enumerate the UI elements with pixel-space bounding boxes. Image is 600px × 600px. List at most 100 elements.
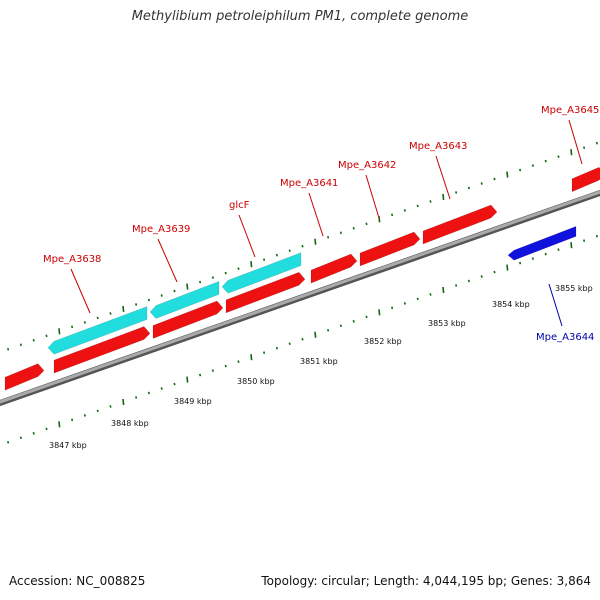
inner-tick: [442, 286, 445, 294]
outer-tick: [391, 213, 394, 217]
outer-tick: [263, 258, 266, 261]
inner-tick: [365, 315, 368, 319]
inner-tick: [211, 369, 214, 372]
inner-tick: [96, 409, 99, 413]
outer-tick: [557, 155, 560, 158]
outer-tick: [301, 244, 304, 248]
leader-line-2: [157, 238, 178, 283]
inner-tick: [301, 337, 304, 341]
inner-tick: [19, 436, 22, 440]
inner-tick: [352, 319, 355, 323]
inner-tick: [467, 279, 470, 283]
outer-tick: [109, 312, 112, 315]
outer-tick: [506, 171, 509, 178]
inner-tick: [339, 324, 342, 328]
outer-tick: [32, 338, 35, 342]
inner-tick: [32, 431, 35, 435]
inner-tick: [314, 331, 317, 338]
leader-line-1: [70, 268, 91, 314]
inner-tick: [557, 248, 560, 251]
tick-label-7: 3853 kbp: [428, 319, 466, 328]
outer-tick: [442, 193, 445, 201]
inner-tick: [493, 270, 496, 274]
inner-tick: [429, 293, 432, 296]
inner-tick: [71, 418, 74, 422]
inner-tick: [570, 242, 573, 249]
gene-glcf: [225, 271, 306, 314]
leader-line-7: [548, 283, 563, 327]
outer-tick: [250, 261, 253, 268]
inner-tick: [416, 297, 419, 301]
tick-label-9: 3855 kbp: [555, 284, 593, 293]
inner-tick: [83, 414, 86, 417]
gene-mpe-a3643: [422, 204, 498, 245]
outer-tick: [455, 191, 458, 194]
inner-tick: [160, 387, 163, 390]
outer-tick: [45, 334, 48, 338]
leader-line-5: [365, 174, 380, 219]
gene-label-7: Mpe_A3644: [536, 332, 594, 343]
inner-tick: [544, 252, 547, 256]
outer-tick: [135, 303, 138, 306]
outer-tick: [7, 347, 10, 351]
outer-tick: [199, 280, 202, 284]
outer-tick: [583, 146, 586, 149]
inner-tick: [403, 302, 406, 305]
outer-tick: [429, 200, 432, 203]
outer-tick: [339, 231, 342, 235]
gene-label-5: Mpe_A3642: [338, 160, 396, 171]
outer-tick: [365, 222, 368, 226]
backbone-line: [0, 190, 600, 404]
gene-mpe-a3644: [507, 226, 577, 261]
outer-tick: [493, 177, 496, 181]
inner-tick: [519, 261, 522, 265]
map-title: Methylibium petroleiphilum PM1, complete…: [131, 9, 469, 24]
outer-tick: [544, 159, 547, 163]
inner-tick: [109, 405, 112, 408]
inner-tick: [58, 421, 61, 428]
leader-line-8: [568, 119, 583, 165]
rna-feature-1: [47, 306, 148, 355]
outer-tick: [96, 316, 99, 320]
outer-tick: [531, 164, 534, 167]
inner-tick: [147, 391, 150, 395]
inner-tick: [237, 360, 240, 363]
gene-labels: Mpe_A3638 Mpe_A3639 glcF Mpe_A3641Mpe_A3642…: [43, 105, 599, 343]
inner-tick: [378, 309, 381, 316]
outer-tick: [595, 141, 598, 145]
gene-features: [4, 166, 600, 391]
outer-tick: [403, 209, 406, 212]
rna-feature-3: [221, 252, 302, 294]
outer-tick: [570, 149, 573, 156]
inner-tick: [186, 376, 189, 383]
inner-tick: [455, 284, 458, 287]
outer-tick: [480, 182, 483, 185]
outer-tick: [275, 253, 278, 257]
inner-tick: [135, 396, 138, 399]
genome-backbone: [0, 189, 600, 407]
leader-line-4: [308, 192, 324, 237]
outer-tick: [173, 289, 176, 293]
outer-tick: [186, 283, 189, 290]
gene-label-1: Mpe_A3638: [43, 254, 101, 265]
outer-tick: [519, 168, 522, 172]
leader-line-3: [238, 214, 256, 258]
outer-tick: [122, 305, 125, 313]
outer-tick: [237, 267, 240, 270]
inner-tick: [7, 440, 10, 444]
inner-tick: [327, 328, 330, 332]
outer-tick: [467, 186, 470, 190]
outer-tick: [314, 238, 317, 245]
gene-label-4: Mpe_A3641: [280, 178, 338, 189]
outer-tick: [352, 226, 355, 230]
inner-tick: [250, 354, 253, 361]
inner-tick: [224, 364, 227, 368]
genome-summary-text: Topology: circular; Length: 4,044,195 bp…: [261, 574, 591, 588]
gene-label-3: glcF: [229, 200, 250, 211]
accession-text: Accession: NC_008825: [9, 574, 146, 588]
inner-tick: [531, 257, 534, 260]
gene-mpe-a3638: [53, 326, 151, 374]
outer-tick: [288, 249, 291, 253]
inner-tick: [199, 373, 202, 377]
inner-tick: [595, 234, 598, 238]
